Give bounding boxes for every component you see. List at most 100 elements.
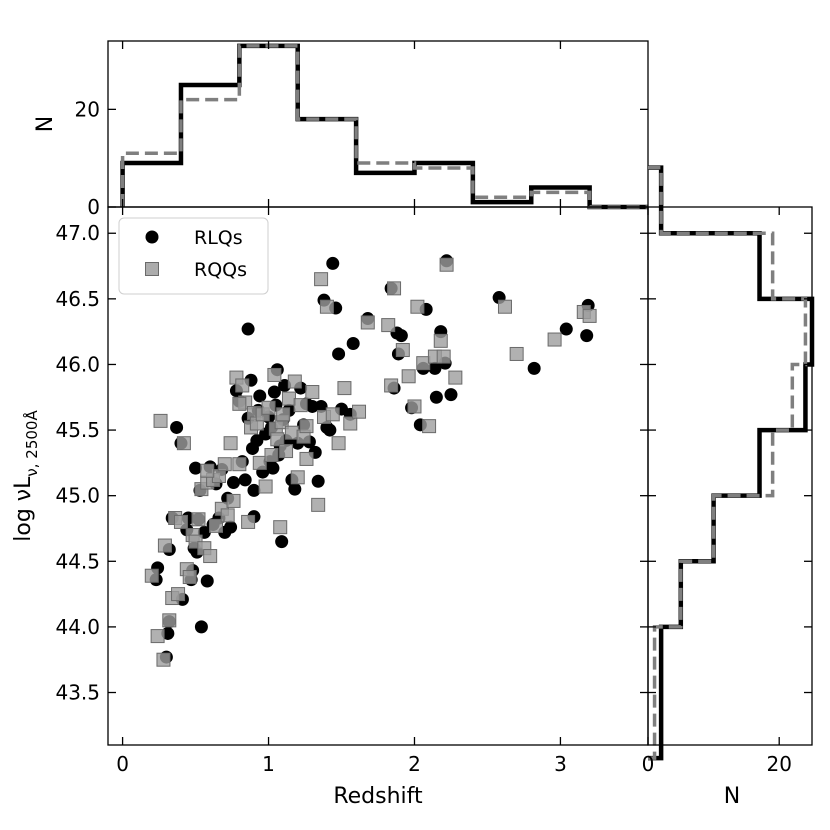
point-rqqs bbox=[331, 436, 346, 451]
right-hist-rlqs bbox=[648, 165, 815, 761]
point-rqqs bbox=[401, 369, 416, 384]
legend-label-rlqs: RLQs bbox=[194, 227, 243, 249]
point-rqqs bbox=[182, 570, 197, 585]
point-rqqs bbox=[381, 318, 396, 333]
point-rqqs bbox=[162, 613, 177, 628]
point-rqqs bbox=[235, 378, 250, 393]
legend-marker-rqqs bbox=[145, 262, 159, 276]
point-rqqs bbox=[200, 463, 215, 478]
point-rqqs bbox=[299, 451, 314, 466]
top-histogram-frame bbox=[107, 40, 649, 208]
point-rqqs bbox=[232, 396, 247, 411]
point-rqqs bbox=[325, 407, 340, 422]
point-rlqs bbox=[332, 347, 346, 361]
point-rqqs bbox=[387, 281, 402, 296]
point-rqqs bbox=[352, 404, 367, 419]
x-tick-label: 3 bbox=[554, 752, 567, 776]
point-rqqs bbox=[153, 413, 168, 428]
point-rqqs bbox=[261, 400, 276, 415]
scatter-ticks: 0 1 2 3 43.5 44.0 44.5 45.0 45.5 46.0 46.5 47.0 bbox=[55, 207, 648, 776]
point-rqqs bbox=[176, 436, 191, 451]
y-tick-label: 46.0 bbox=[55, 352, 100, 376]
scatter-ylabel: log νLν, 2500Å bbox=[11, 410, 41, 542]
y-tick-label: 44.0 bbox=[55, 615, 100, 639]
legend-marker-rlqs bbox=[145, 230, 159, 244]
right-histogram-steps bbox=[648, 165, 815, 761]
point-rlqs bbox=[346, 336, 360, 350]
point-rqqs bbox=[157, 538, 172, 553]
point-rqqs bbox=[360, 315, 375, 330]
point-rqqs bbox=[273, 520, 288, 535]
point-rqqs bbox=[252, 455, 267, 470]
point-rlqs bbox=[314, 399, 328, 413]
top-histogram: 0 20 N bbox=[33, 40, 649, 219]
right-hist-rqqs bbox=[648, 165, 808, 760]
point-rqqs bbox=[223, 436, 238, 451]
point-rlqs bbox=[200, 574, 214, 588]
point-rqqs bbox=[311, 497, 326, 512]
right-histogram: 0 20 N bbox=[642, 165, 815, 809]
point-rlqs bbox=[189, 461, 203, 475]
point-rqqs bbox=[422, 419, 437, 434]
point-rqqs bbox=[343, 416, 358, 431]
point-rqqs bbox=[209, 518, 223, 533]
point-rqqs bbox=[270, 432, 285, 447]
point-rqqs bbox=[319, 299, 334, 314]
point-rqqs bbox=[211, 469, 226, 483]
point-rlqs bbox=[241, 322, 255, 336]
point-rqqs bbox=[267, 367, 282, 382]
point-rqqs bbox=[407, 399, 422, 414]
point-rqqs bbox=[264, 448, 279, 463]
scatter-xlabel: Redshift bbox=[333, 784, 423, 809]
point-rqqs bbox=[203, 549, 218, 564]
top-hist-rqqs bbox=[120, 44, 648, 209]
point-rqqs bbox=[171, 587, 186, 602]
point-rlqs bbox=[267, 385, 281, 399]
point-rqqs bbox=[276, 407, 291, 422]
top-histogram-steps bbox=[120, 43, 648, 210]
y-tick-label: 44.5 bbox=[55, 549, 100, 573]
point-rqqs bbox=[173, 514, 188, 529]
point-rlqs bbox=[227, 476, 241, 490]
point-rqqs bbox=[416, 356, 431, 371]
point-rqqs bbox=[241, 514, 256, 529]
scatter-ylabel-sub: ν, 2500Å bbox=[22, 410, 41, 477]
top-histogram-ylabel: N bbox=[33, 116, 58, 132]
point-rqqs bbox=[384, 378, 399, 393]
point-rqqs bbox=[448, 370, 463, 385]
point-rlqs bbox=[580, 329, 594, 343]
point-rlqs bbox=[311, 474, 325, 488]
point-rqqs bbox=[217, 457, 232, 472]
point-rqqs bbox=[395, 343, 410, 358]
x-tick-label: 1 bbox=[262, 752, 275, 776]
point-rqqs bbox=[547, 332, 562, 347]
point-rqqs bbox=[299, 419, 314, 434]
point-rlqs bbox=[247, 483, 261, 497]
point-rqqs bbox=[410, 299, 425, 314]
y-tick-label: 45.0 bbox=[55, 484, 100, 508]
point-rqqs bbox=[290, 470, 305, 485]
point-rqqs bbox=[144, 568, 159, 583]
point-rqqs bbox=[156, 652, 171, 667]
point-rqqs bbox=[220, 508, 235, 523]
point-rqqs bbox=[439, 257, 454, 272]
point-rlqs bbox=[275, 535, 289, 549]
right-hist-x-tick-label: 20 bbox=[766, 752, 791, 776]
point-rqqs bbox=[279, 444, 294, 459]
top-hist-rlqs bbox=[120, 43, 648, 210]
point-rqqs bbox=[232, 457, 247, 472]
point-rlqs bbox=[444, 388, 458, 402]
right-histogram-xlabel: N bbox=[724, 784, 740, 809]
point-rlqs bbox=[288, 482, 302, 496]
point-rqqs bbox=[436, 349, 451, 364]
point-rqqs bbox=[509, 346, 524, 361]
y-tick-label: 46.5 bbox=[55, 287, 100, 311]
point-rlqs bbox=[326, 256, 340, 270]
point-rqqs bbox=[433, 333, 448, 348]
legend: RLQs RQQs bbox=[118, 217, 269, 295]
y-tick-label: 43.5 bbox=[55, 681, 100, 705]
right-histogram-ticks: 0 20 bbox=[642, 207, 812, 776]
point-rqqs bbox=[287, 374, 302, 389]
point-rqqs bbox=[293, 398, 308, 413]
